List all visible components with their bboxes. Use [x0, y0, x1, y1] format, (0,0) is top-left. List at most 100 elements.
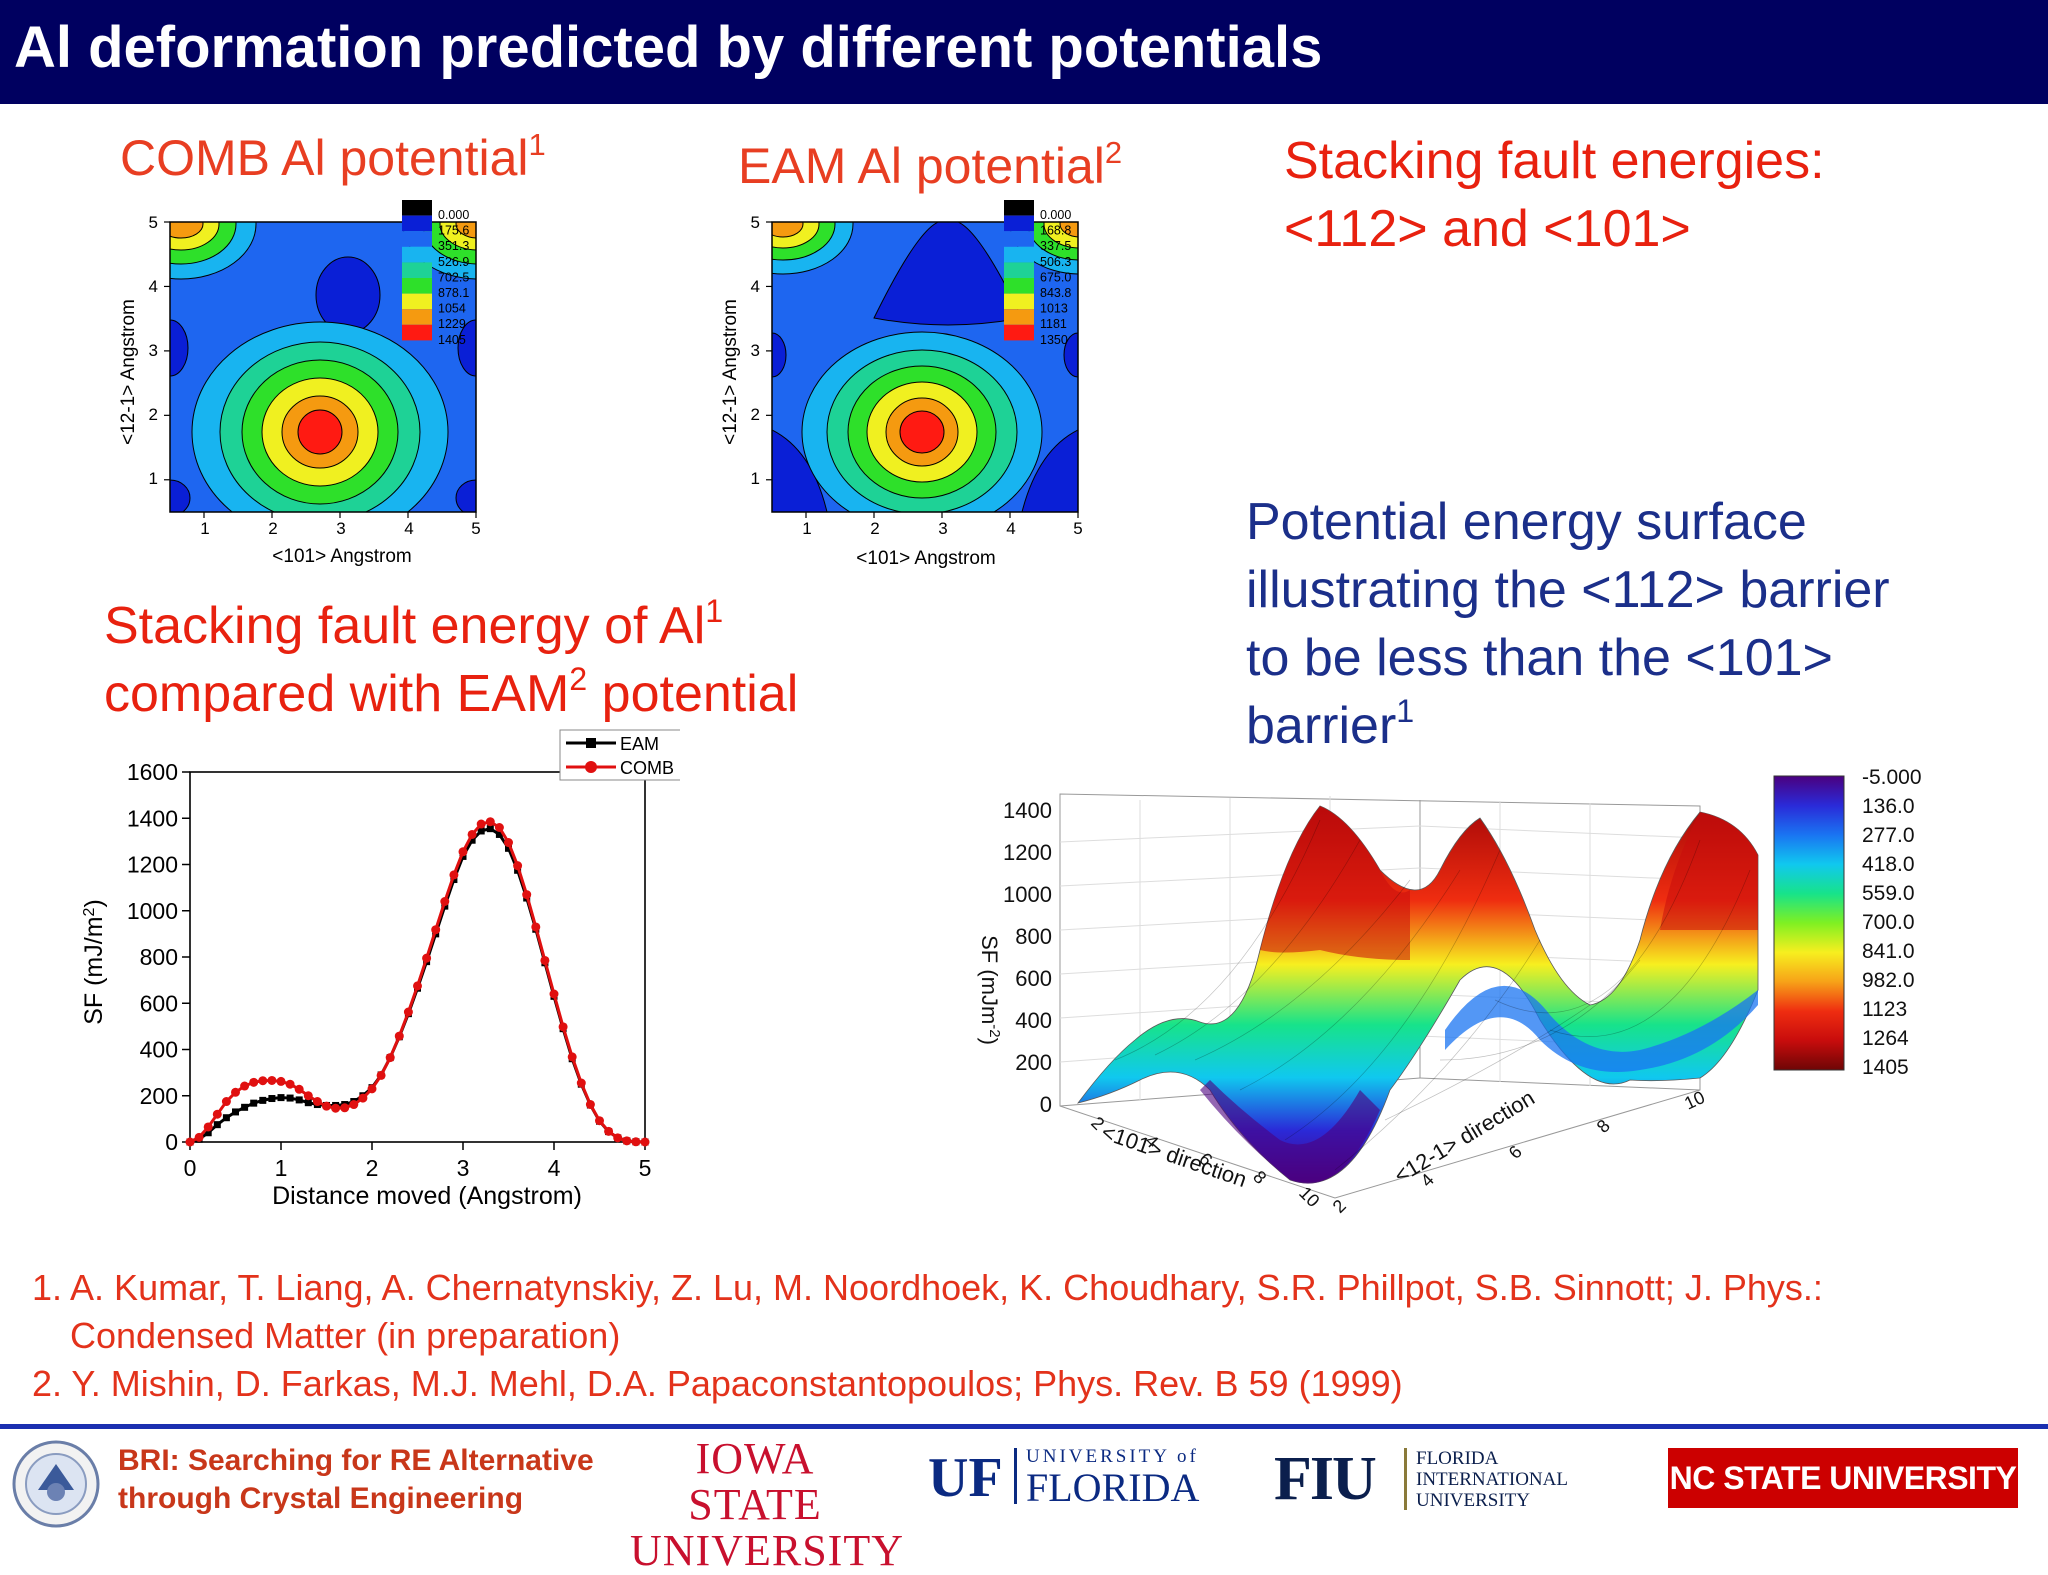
sf-legend-eam-marker: [586, 738, 596, 748]
sf-point-comb: [513, 861, 523, 871]
eam-legend-label: 168.8: [1040, 224, 1071, 238]
sf-point-comb: [458, 847, 468, 857]
sfe-compare-line1-text: Stacking fault energy of Al: [104, 597, 706, 655]
sf-point-comb: [394, 1031, 404, 1041]
pes-sup: 1: [1396, 693, 1415, 730]
eam-ytick: 2: [751, 405, 760, 424]
pes-colorbar: [1773, 775, 1845, 1071]
sf-point-eam: [259, 1096, 267, 1104]
comb-legend-label: 175.6: [438, 224, 469, 238]
reference-1-line2: Condensed Matter (in preparation): [70, 1315, 621, 1356]
sfe-heading-line2: <112> and <101>: [1284, 199, 1691, 258]
sf-point-comb: [312, 1097, 322, 1107]
sfe-heading: Stacking fault energies: <112> and <101>: [1284, 128, 1825, 263]
comb-legend-label: 351.3: [438, 239, 469, 253]
fiu-divider: [1404, 1448, 1407, 1510]
pes-ztick: 200: [1015, 1050, 1052, 1075]
pes-colorbar-label: 1264: [1862, 1027, 1909, 1050]
sf-series-layer: [185, 817, 650, 1147]
comb-legend-swatch: [402, 309, 432, 325]
sf-point-comb: [194, 1132, 204, 1142]
eam-legend-swatch: [1004, 262, 1034, 278]
sf-point-eam: [213, 1121, 221, 1129]
eam-legend-label: 675.0: [1040, 270, 1071, 284]
comb-legend-label: 702.5: [438, 270, 469, 284]
eam-legend-swatch: [1004, 215, 1034, 232]
sf-legend-eam-label: EAM: [620, 734, 659, 754]
comb-legend-label: 1054: [438, 302, 466, 316]
bri-line2: through Crystal Engineering: [118, 1482, 524, 1515]
pes-ytick: 2: [1329, 1196, 1350, 1217]
sf-point-comb: [267, 1075, 277, 1085]
comb-xtick: 3: [336, 519, 345, 538]
comb-heading-text: COMB Al potential: [120, 130, 529, 186]
eam-legend-swatch: [1004, 246, 1034, 263]
reference-1-line1: 1. A. Kumar, T. Liang, A. Chernatynskiy,…: [32, 1267, 1823, 1308]
eam-plot-frame: [771, 221, 1079, 513]
sf-xtick-label: 1: [275, 1155, 288, 1181]
sf-point-comb: [358, 1093, 368, 1103]
pes-line1: Potential energy surface: [1246, 493, 1807, 551]
pes-ztick: 600: [1015, 966, 1052, 991]
sf-point-comb: [376, 1070, 386, 1080]
comb-axis-ticks: [164, 221, 477, 518]
sf-point-comb: [340, 1103, 350, 1113]
eam-heading-text: EAM Al potential: [738, 138, 1105, 194]
sf-point-comb: [276, 1076, 286, 1086]
sfe-compare-line2: compared with EAM2 potential: [104, 660, 798, 728]
comb-legend-swatch: [402, 246, 432, 263]
uf-divider: [1014, 1448, 1017, 1504]
sf-xtick-label: 4: [548, 1155, 561, 1181]
bri-line1: BRI: Searching for RE Alternative: [118, 1444, 594, 1477]
uf-bottom: FLORIDA: [1026, 1465, 1200, 1510]
sf-line-chart: 0 200 400 600 800 1000 1200 1400 1600 0 1 2 3 4 5 Dist…: [80, 729, 680, 1210]
sf-point-eam: [495, 830, 503, 838]
eam-legend-label: 337.5: [1040, 239, 1071, 253]
sf-point-comb: [331, 1103, 341, 1113]
pes-colorbar-label: 1123: [1862, 998, 1907, 1021]
sf-point-eam: [277, 1094, 285, 1102]
pes-ztick: 400: [1015, 1008, 1052, 1033]
eam-xtick: 4: [1006, 519, 1015, 538]
sf-point-comb: [504, 838, 513, 848]
sf-point-eam: [241, 1103, 249, 1111]
sf-ytick-label: 0: [165, 1129, 178, 1155]
sf-point-comb: [613, 1133, 623, 1143]
pes-line3: to be less than the <101>: [1246, 629, 1833, 687]
comb-legend-swatch: [402, 262, 432, 278]
comb-legend-swatch: [402, 231, 432, 247]
comb-heading: COMB Al potential1: [120, 129, 546, 188]
eam-legend-swatch: [1004, 278, 1034, 294]
fiu-mark: FIU: [1274, 1445, 1377, 1513]
eam-legend-label: 506.3: [1040, 255, 1071, 269]
sf-ylabel-sup: 2: [81, 907, 98, 916]
pes-surface: [1077, 805, 1759, 1184]
footer-rule: [0, 1424, 2048, 1429]
sf-xtick-label: 5: [639, 1155, 652, 1181]
sf-point-eam: [222, 1114, 230, 1122]
pes-ztick: 800: [1015, 924, 1052, 949]
sf-point-comb: [258, 1076, 268, 1086]
eam-xtick: 5: [1073, 519, 1082, 538]
sfe-compare-line2a: compared with EAM: [104, 665, 570, 723]
sf-ytick-label: 1400: [127, 805, 178, 831]
comb-legend-swatch: [402, 215, 432, 232]
sfe-compare-line1: Stacking fault energy of Al1: [104, 592, 798, 660]
comb-xtick: 1: [200, 519, 209, 538]
pes-xtick: 10: [1295, 1183, 1323, 1211]
sf-xtick-label: 2: [366, 1155, 379, 1181]
pes-line2: illustrating the <112> barrier: [1246, 561, 1890, 619]
eam-xtick: 2: [870, 519, 879, 538]
eam-ytick: 3: [751, 341, 760, 360]
sf-xtick-label: 3: [457, 1155, 470, 1181]
pes-colorbar-label: 1405: [1862, 1056, 1909, 1079]
eam-ytick: 1: [751, 469, 760, 488]
sf-point-comb: [622, 1136, 632, 1146]
pes-colorbar-label: 841.0: [1862, 940, 1915, 963]
sf-point-eam: [286, 1094, 294, 1102]
sf-point-eam: [459, 852, 467, 860]
pes-ztick: 1400: [1003, 798, 1052, 823]
sf-point-comb: [467, 829, 477, 839]
